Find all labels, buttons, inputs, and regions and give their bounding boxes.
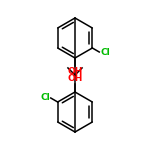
Text: OH: OH	[67, 74, 83, 83]
Text: Cl: Cl	[100, 48, 110, 57]
Text: OH: OH	[67, 67, 83, 76]
Text: Cl: Cl	[40, 93, 50, 102]
